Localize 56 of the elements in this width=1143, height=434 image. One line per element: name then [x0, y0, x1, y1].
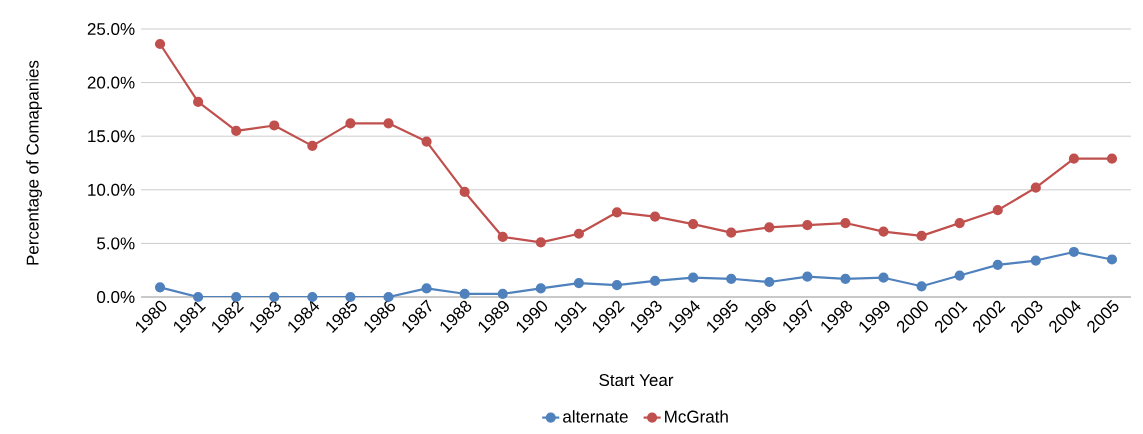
point: [954, 217, 965, 229]
point: [840, 273, 851, 284]
point: [1106, 153, 1118, 164]
point: [878, 272, 889, 283]
point: [1068, 153, 1079, 164]
point: [459, 186, 470, 198]
point: [840, 217, 851, 229]
point: [992, 259, 1003, 270]
point: [916, 281, 927, 292]
point: [535, 237, 546, 248]
point: [1106, 254, 1118, 265]
point: [383, 118, 394, 129]
point: [421, 283, 432, 294]
point: [573, 228, 584, 239]
point: [802, 220, 813, 231]
point: [764, 276, 775, 288]
point: [688, 272, 699, 283]
point: [154, 38, 166, 50]
point: [649, 275, 661, 287]
point: [535, 283, 546, 294]
point: [421, 136, 432, 147]
point: [1030, 182, 1041, 193]
legend-label: McGrath: [665, 410, 728, 423]
y-tick-label: 5.0%: [97, 237, 135, 250]
point: [726, 227, 737, 238]
point: [954, 270, 965, 281]
point: [154, 282, 166, 293]
point: [459, 288, 470, 299]
point: [193, 96, 204, 107]
point: [307, 140, 318, 151]
point: [688, 219, 699, 230]
point: [231, 125, 242, 136]
point: [611, 280, 623, 291]
y-tick-label: 25.0%: [87, 22, 135, 36]
y-tick-label: 15.0%: [88, 130, 135, 143]
y-tick-label: 10.0%: [88, 183, 135, 196]
point: [1068, 246, 1079, 258]
point: [345, 118, 356, 129]
point: [269, 120, 280, 131]
point: [573, 277, 584, 289]
x-axis-title: Start Year: [599, 374, 674, 387]
point: [764, 222, 775, 233]
point: [1030, 255, 1041, 266]
point: [916, 230, 927, 241]
y-tick-label: 0.0%: [97, 290, 135, 304]
point: [497, 231, 508, 243]
point: [497, 288, 508, 299]
point: [992, 205, 1003, 216]
point: [649, 211, 661, 222]
point: [878, 226, 889, 237]
legend-label: alternate: [563, 410, 628, 423]
point: [611, 207, 623, 218]
y-tick-label: 20.0%: [87, 76, 135, 89]
y-axis-title: Percentage of Comapanies: [26, 60, 42, 265]
point: [726, 273, 737, 284]
point: [802, 271, 813, 282]
